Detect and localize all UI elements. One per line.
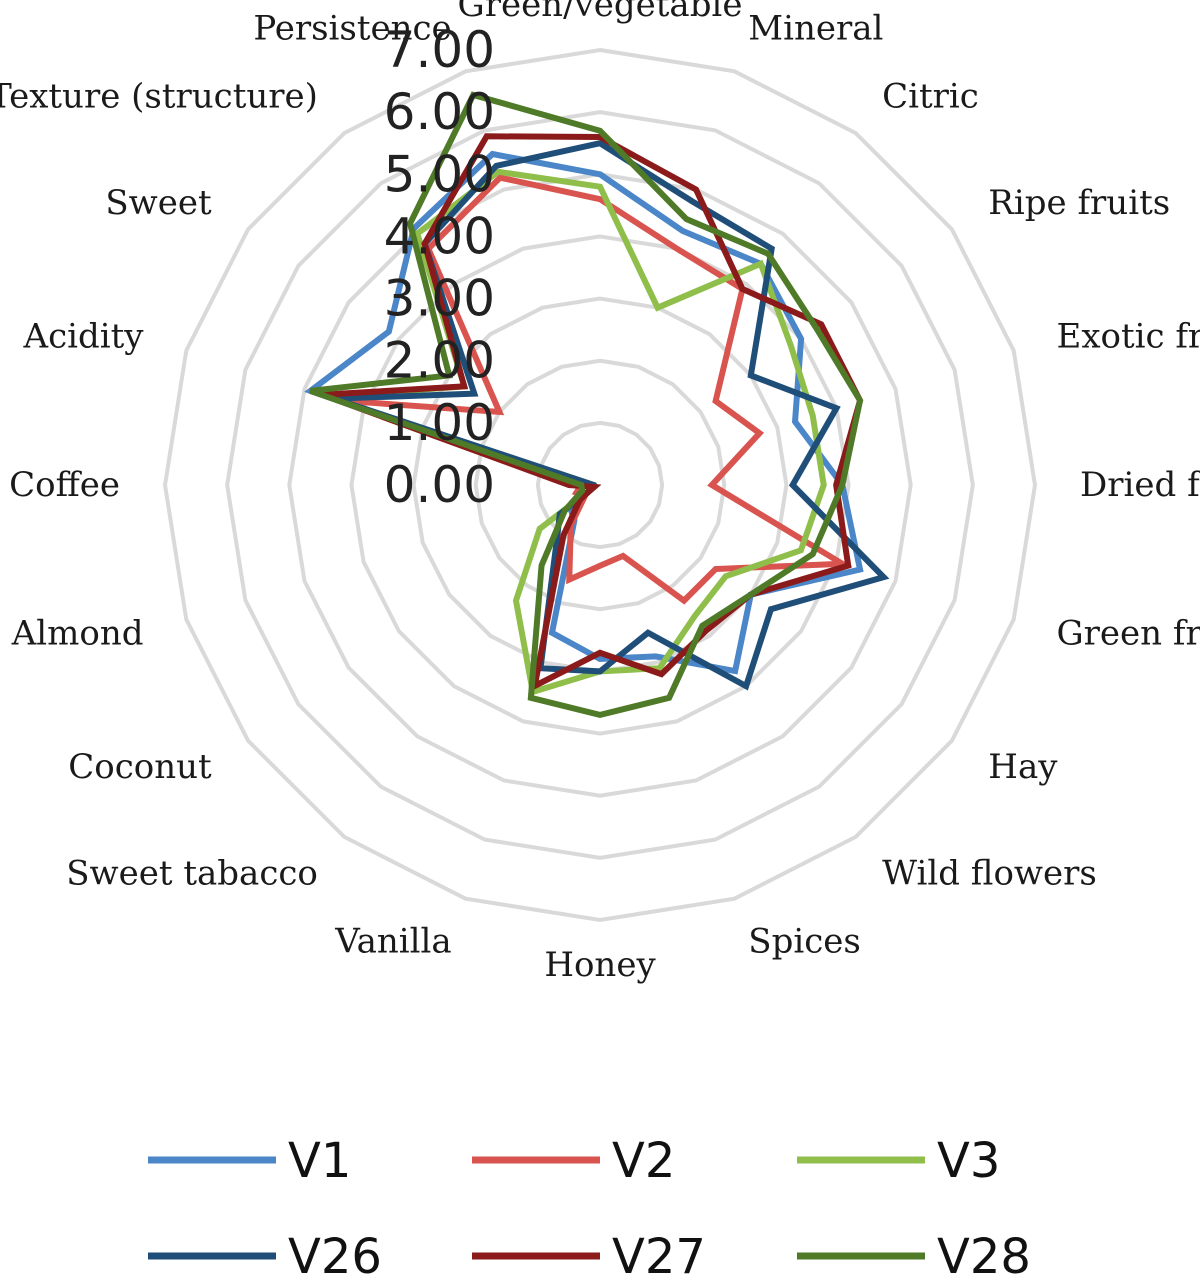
tick-label: 5.00 [384,145,495,203]
axis-label: Vanilla [334,922,452,962]
tick-label: 6.00 [384,83,495,141]
grid-ring [349,234,851,736]
legend: V1 V2 V3 V26 V27 V28 [148,1133,1031,1285]
tick-label: 2.00 [384,332,495,390]
series-v27 [321,133,864,692]
tick-label: 7.00 [384,21,495,79]
axis-label: Honey [544,945,656,985]
axis-label: Acidity [23,317,145,357]
legend-label: V3 [937,1133,1000,1189]
axis-label: Sweet tabacco [66,853,318,893]
grid-ring [535,420,665,550]
series-v2 [338,174,853,605]
axis-label: Green/vegetable [458,0,743,25]
grid-ring [473,358,727,612]
axis-label: Dried fruits [1080,465,1200,505]
tick-label: 0.00 [384,456,495,514]
tick-label: 4.00 [384,207,495,265]
grid-ring [225,110,975,860]
axis-label: Coconut [68,747,212,787]
legend-label: V28 [937,1229,1031,1285]
axis-label: Persistence [253,9,451,49]
legend-label: V26 [288,1229,382,1285]
axis-label: Exotic fruits [1057,317,1200,357]
axis-label: Hay [988,747,1058,787]
grid-ring [162,47,1038,923]
tick-label: 1.00 [384,394,495,452]
tick-label: 3.00 [384,270,495,328]
tick-labels: 0.001.002.003.004.005.006.007.00 [384,21,495,514]
grid-ring [287,172,913,798]
axis-label: Coffee [9,465,120,505]
axis-label: Citric [882,77,979,117]
axis-label: Mineral [748,9,883,49]
axis-label: Texture (structure) [0,77,318,117]
series-v26 [333,140,890,691]
axis-label: Wild flowers [882,853,1097,893]
axis-label: Spices [748,922,861,962]
series-group [304,91,890,719]
legend-label: V27 [612,1229,706,1285]
legend-label: V2 [612,1133,675,1189]
axis-label: Ripe fruits [988,183,1170,223]
axis-label: Green fruits [1057,613,1200,653]
legend-label: V1 [288,1133,351,1189]
axis-label: Sweet [105,183,212,223]
radar-grid [162,47,1038,923]
series-v28 [309,91,864,719]
axis-label: Almond [11,613,144,653]
